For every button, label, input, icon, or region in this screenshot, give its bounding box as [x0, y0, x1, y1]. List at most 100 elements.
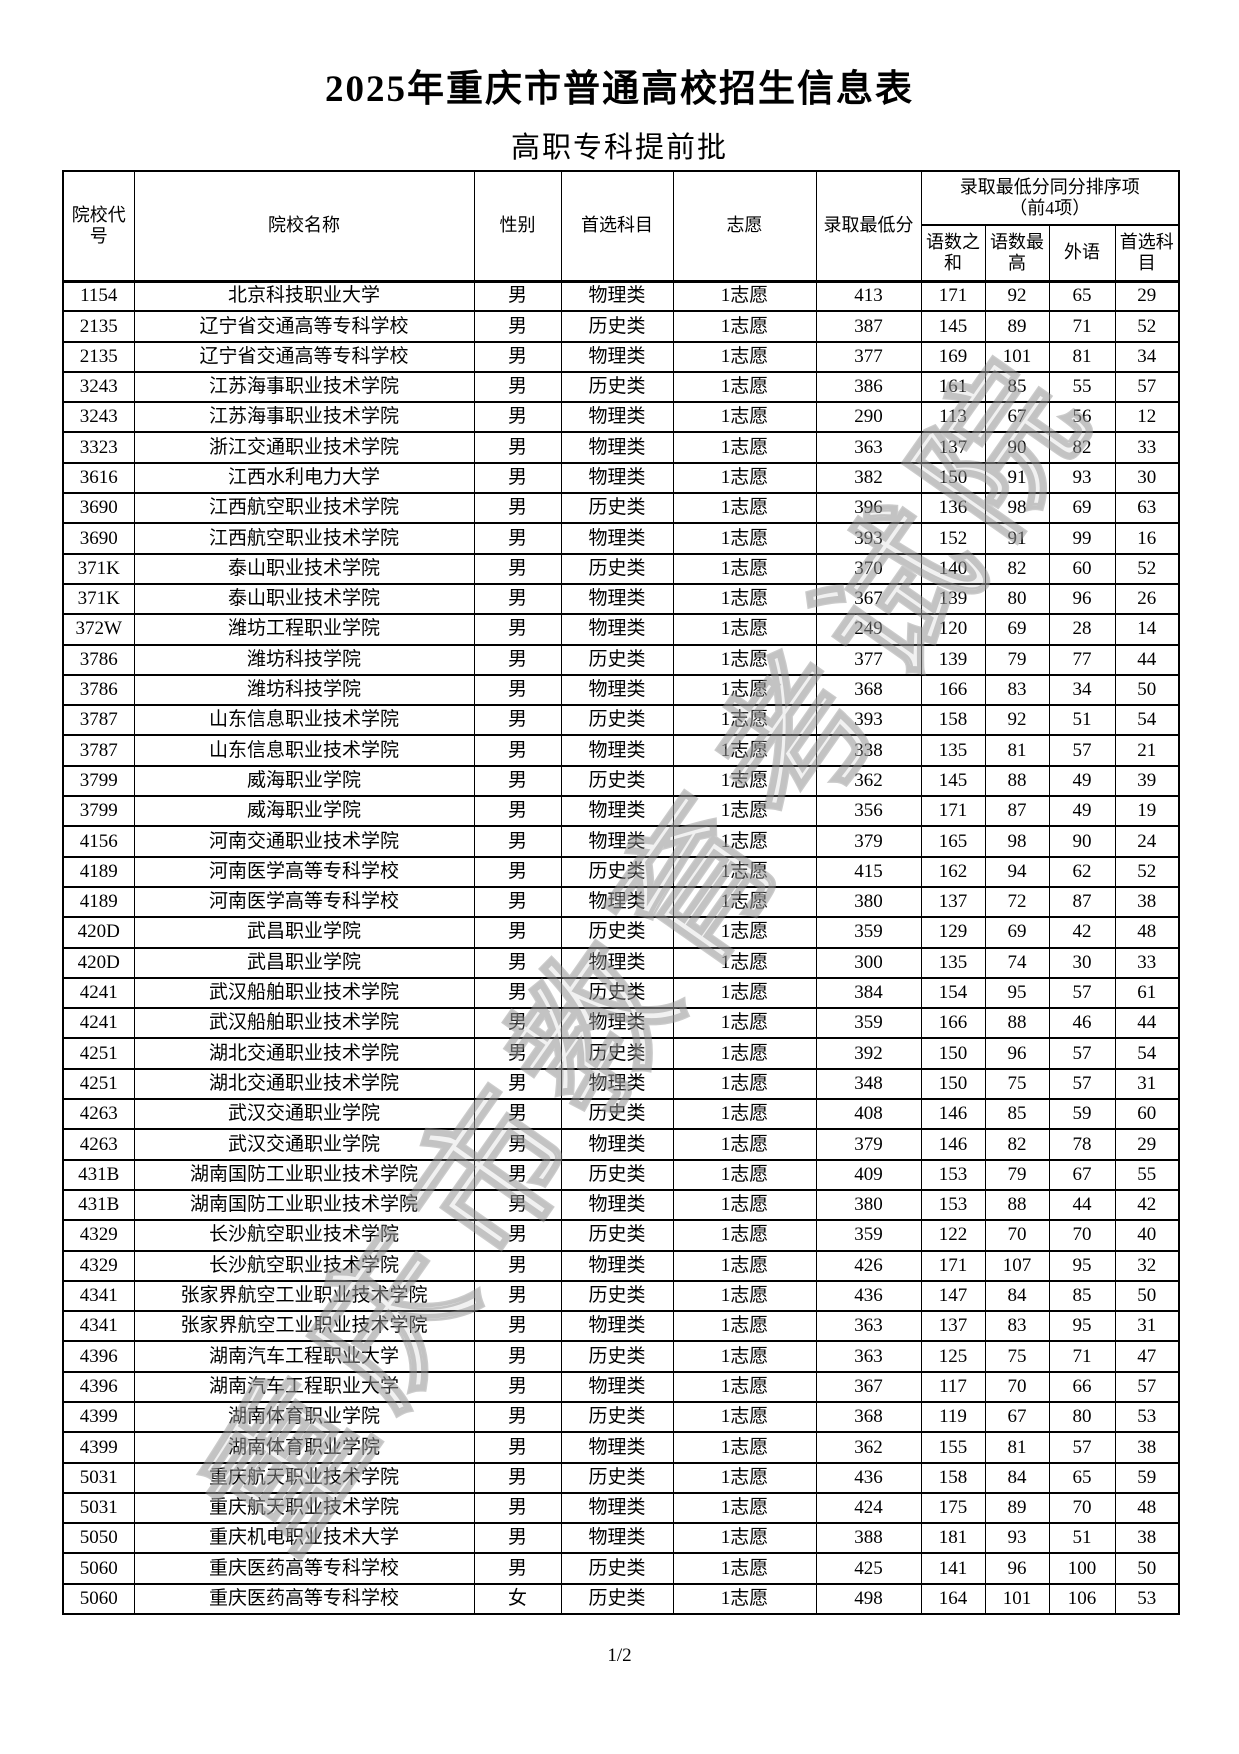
cell-gender: 男 [473, 1310, 562, 1343]
cell-volunteer: 1志愿 [672, 1310, 817, 1343]
cell-min_score: 387 [815, 310, 922, 343]
cell-min_score: 359 [815, 1219, 922, 1252]
cell-gender: 男 [473, 1491, 562, 1525]
cell-code: 4241 [62, 1007, 135, 1040]
cell-min_score: 379 [815, 825, 922, 858]
cell-code: 4329 [62, 1249, 135, 1282]
cell-gender: 男 [473, 1370, 562, 1403]
cell-cn-math-max: 91 [984, 522, 1050, 555]
cell-first-subject: 29 [1114, 1128, 1180, 1161]
col-header-gender: 性别 [473, 170, 562, 282]
admission-table: 院校代号 院校名称 性别 首选科目 志愿 录取最低分 录取最低分同分排序项 （前… [62, 170, 1180, 1616]
cell-gender: 男 [473, 1128, 562, 1161]
cell-min_score: 408 [815, 1098, 922, 1131]
cell-cn-math-sum: 145 [920, 310, 986, 343]
cell-subject: 物理类 [560, 1007, 674, 1040]
table-row: 3799 威海职业学院男物理类 1志愿 356 171 87 49 19 [62, 795, 1180, 828]
table-row: 3799 威海职业学院男历史类 1志愿 362 145 88 49 39 [62, 764, 1180, 798]
cell-cn-math-max: 82 [984, 1128, 1050, 1161]
cell-volunteer: 1志愿 [672, 1340, 817, 1373]
cell-foreign-lang: 85 [1048, 1279, 1116, 1313]
cell-min_score: 359 [815, 916, 922, 949]
cell-name: 泰山职业技术学院 [133, 582, 475, 616]
table-row: 5060 重庆医药高等专科学校女历史类 1志愿 498 164 101 106 53 [62, 1582, 1180, 1616]
cell-foreign-lang: 65 [1048, 1461, 1116, 1494]
cell-code: 4329 [62, 1219, 135, 1252]
cell-foreign-lang: 62 [1048, 855, 1116, 888]
cell-cn-math-sum: 154 [920, 976, 986, 1010]
cell-cn-math-max: 72 [984, 885, 1050, 919]
cell-gender: 男 [473, 522, 562, 555]
cell-gender: 男 [473, 704, 562, 737]
table-row: 4251 湖北交通职业技术学院男物理类 1志愿 348 150 75 57 31 [62, 1067, 1180, 1101]
cell-foreign-lang: 60 [1048, 552, 1116, 585]
table-row: 4399 湖南体育职业学院男物理类 1志愿 362 155 81 57 38 [62, 1431, 1180, 1464]
col-header-tiebreak-group: 录取最低分同分排序项 （前4项） [920, 170, 1180, 226]
table-row: 4241 武汉船舶职业技术学院男物理类 1志愿 359 166 88 46 44 [62, 1007, 1180, 1040]
cell-foreign-lang: 46 [1048, 1007, 1116, 1040]
table-row: 1154 北京科技职业大学男物理类 1志愿 413 171 92 65 29 [62, 279, 1180, 313]
cell-first-subject: 52 [1114, 552, 1180, 585]
cell-first-subject: 44 [1114, 1007, 1180, 1040]
cell-name: 威海职业学院 [133, 764, 475, 798]
cell-gender: 男 [473, 825, 562, 858]
cell-cn-math-sum: 158 [920, 1461, 986, 1494]
cell-subject: 物理类 [560, 613, 674, 646]
cell-foreign-lang: 71 [1048, 310, 1116, 343]
cell-cn-math-sum: 137 [920, 885, 986, 919]
table-row: 3243 江苏海事职业技术学院男历史类 1志愿 386 161 85 55 57 [62, 370, 1180, 404]
cell-cn-math-max: 95 [984, 976, 1050, 1010]
cell-gender: 男 [473, 1431, 562, 1464]
cell-min_score: 380 [815, 885, 922, 919]
cell-name: 重庆医药高等专科学校 [133, 1552, 475, 1585]
cell-min_score: 359 [815, 1007, 922, 1040]
cell-name: 河南医学高等专科学校 [133, 885, 475, 919]
cell-foreign-lang: 51 [1048, 704, 1116, 737]
cell-gender: 男 [473, 370, 562, 404]
table-row: 420D 武昌职业学院男历史类 1志愿 359 129 69 42 48 [62, 916, 1180, 949]
table-row: 3787 山东信息职业技术学院男历史类 1志愿 393 158 92 51 54 [62, 704, 1180, 737]
cell-gender: 男 [473, 431, 562, 464]
cell-gender: 男 [473, 734, 562, 767]
cell-code: 420D [62, 946, 135, 979]
cell-foreign-lang: 90 [1048, 825, 1116, 858]
cell-subject: 物理类 [560, 1431, 674, 1464]
cell-name: 江西水利电力大学 [133, 461, 475, 495]
cell-first-subject: 16 [1114, 522, 1180, 555]
cell-gender: 男 [473, 1340, 562, 1373]
cell-min_score: 377 [815, 340, 922, 373]
cell-name: 潍坊科技学院 [133, 673, 475, 707]
cell-foreign-lang: 95 [1048, 1310, 1116, 1343]
cell-name: 江西航空职业技术学院 [133, 492, 475, 525]
cell-cn-math-max: 91 [984, 461, 1050, 495]
cell-cn-math-sum: 175 [920, 1491, 986, 1525]
cell-name: 潍坊科技学院 [133, 643, 475, 676]
cell-name: 辽宁省交通高等专科学校 [133, 340, 475, 373]
cell-foreign-lang: 81 [1048, 340, 1116, 373]
cell-volunteer: 1志愿 [672, 492, 817, 525]
cell-subject: 物理类 [560, 582, 674, 616]
cell-volunteer: 1志愿 [672, 916, 817, 949]
table-row: 372W 潍坊工程职业学院男物理类 1志愿 249 120 69 28 14 [62, 613, 1180, 646]
cell-name: 江西航空职业技术学院 [133, 522, 475, 555]
cell-code: 3243 [62, 370, 135, 404]
cell-volunteer: 1志愿 [672, 1249, 817, 1282]
cell-first-subject: 14 [1114, 613, 1180, 646]
cell-foreign-lang: 59 [1048, 1098, 1116, 1131]
cell-gender: 男 [473, 1400, 562, 1434]
cell-cn-math-max: 75 [984, 1067, 1050, 1101]
cell-volunteer: 1志愿 [672, 795, 817, 828]
cell-volunteer: 1志愿 [672, 582, 817, 616]
cell-foreign-lang: 70 [1048, 1219, 1116, 1252]
cell-cn-math-sum: 146 [920, 1098, 986, 1131]
cell-code: 5060 [62, 1552, 135, 1585]
cell-cn-math-sum: 171 [920, 1249, 986, 1282]
cell-cn-math-sum: 137 [920, 1310, 986, 1343]
cell-name: 武昌职业学院 [133, 946, 475, 979]
cell-min_score: 425 [815, 1552, 922, 1585]
cell-code: 371K [62, 552, 135, 585]
table-row: 4396 湖南汽车工程职业大学男历史类 1志愿 363 125 75 71 47 [62, 1340, 1180, 1373]
cell-cn-math-max: 84 [984, 1279, 1050, 1313]
cell-foreign-lang: 71 [1048, 1340, 1116, 1373]
table-row: 431B 湖南国防工业职业技术学院男物理类 1志愿 380 153 88 44 42 [62, 1188, 1180, 1222]
